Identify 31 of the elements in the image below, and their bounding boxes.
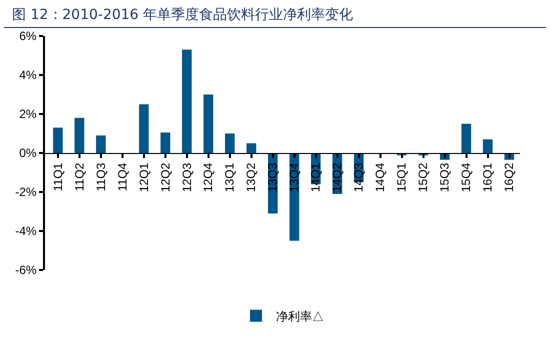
y-tick-label: -4% [15,224,37,238]
x-tick-label: 14Q3 [352,162,366,192]
x-tick-label: 12Q1 [136,162,151,192]
x-tick-label: 13Q1 [222,162,237,192]
x-tick-label: 13Q2 [244,162,258,192]
x-tick-label: 11Q1 [50,162,65,192]
y-tick-label: 0% [19,146,37,160]
x-tick-label: 15Q2 [416,162,430,192]
x-tick-label: 13Q4 [287,162,302,192]
x-tick-label: 15Q4 [459,162,474,192]
x-tick-label: 12Q2 [158,162,172,192]
y-tick-label: 2% [19,107,37,122]
x-tick-label: 12Q3 [180,162,194,192]
x-tick-label: 12Q4 [201,162,216,192]
x-tick-label: 16Q1 [480,162,495,192]
x-tick-label: 11Q4 [115,162,130,192]
y-tick-label: 6% [19,29,37,44]
y-tick-label: 4% [19,68,37,82]
x-tick-label: 16Q2 [502,162,516,192]
chart-title: 图 12：2010-2016 年单季度食品饮料行业净利率变化 [4,0,546,28]
y-tick-label: -6% [15,263,37,278]
legend-label: 净利率△ [276,309,324,324]
y-tick-label: -2% [15,185,37,200]
x-tick-label: 15Q3 [438,162,452,192]
x-tick-label: 15Q1 [394,162,409,192]
x-tick-label: 14Q4 [373,162,388,192]
x-tick-label: 11Q2 [72,162,86,192]
x-tick-label: 14Q2 [330,162,344,192]
x-tick-label: 11Q3 [94,162,108,192]
x-tick-label: 14Q1 [308,162,323,192]
x-tick-label: 13Q3 [266,162,280,192]
